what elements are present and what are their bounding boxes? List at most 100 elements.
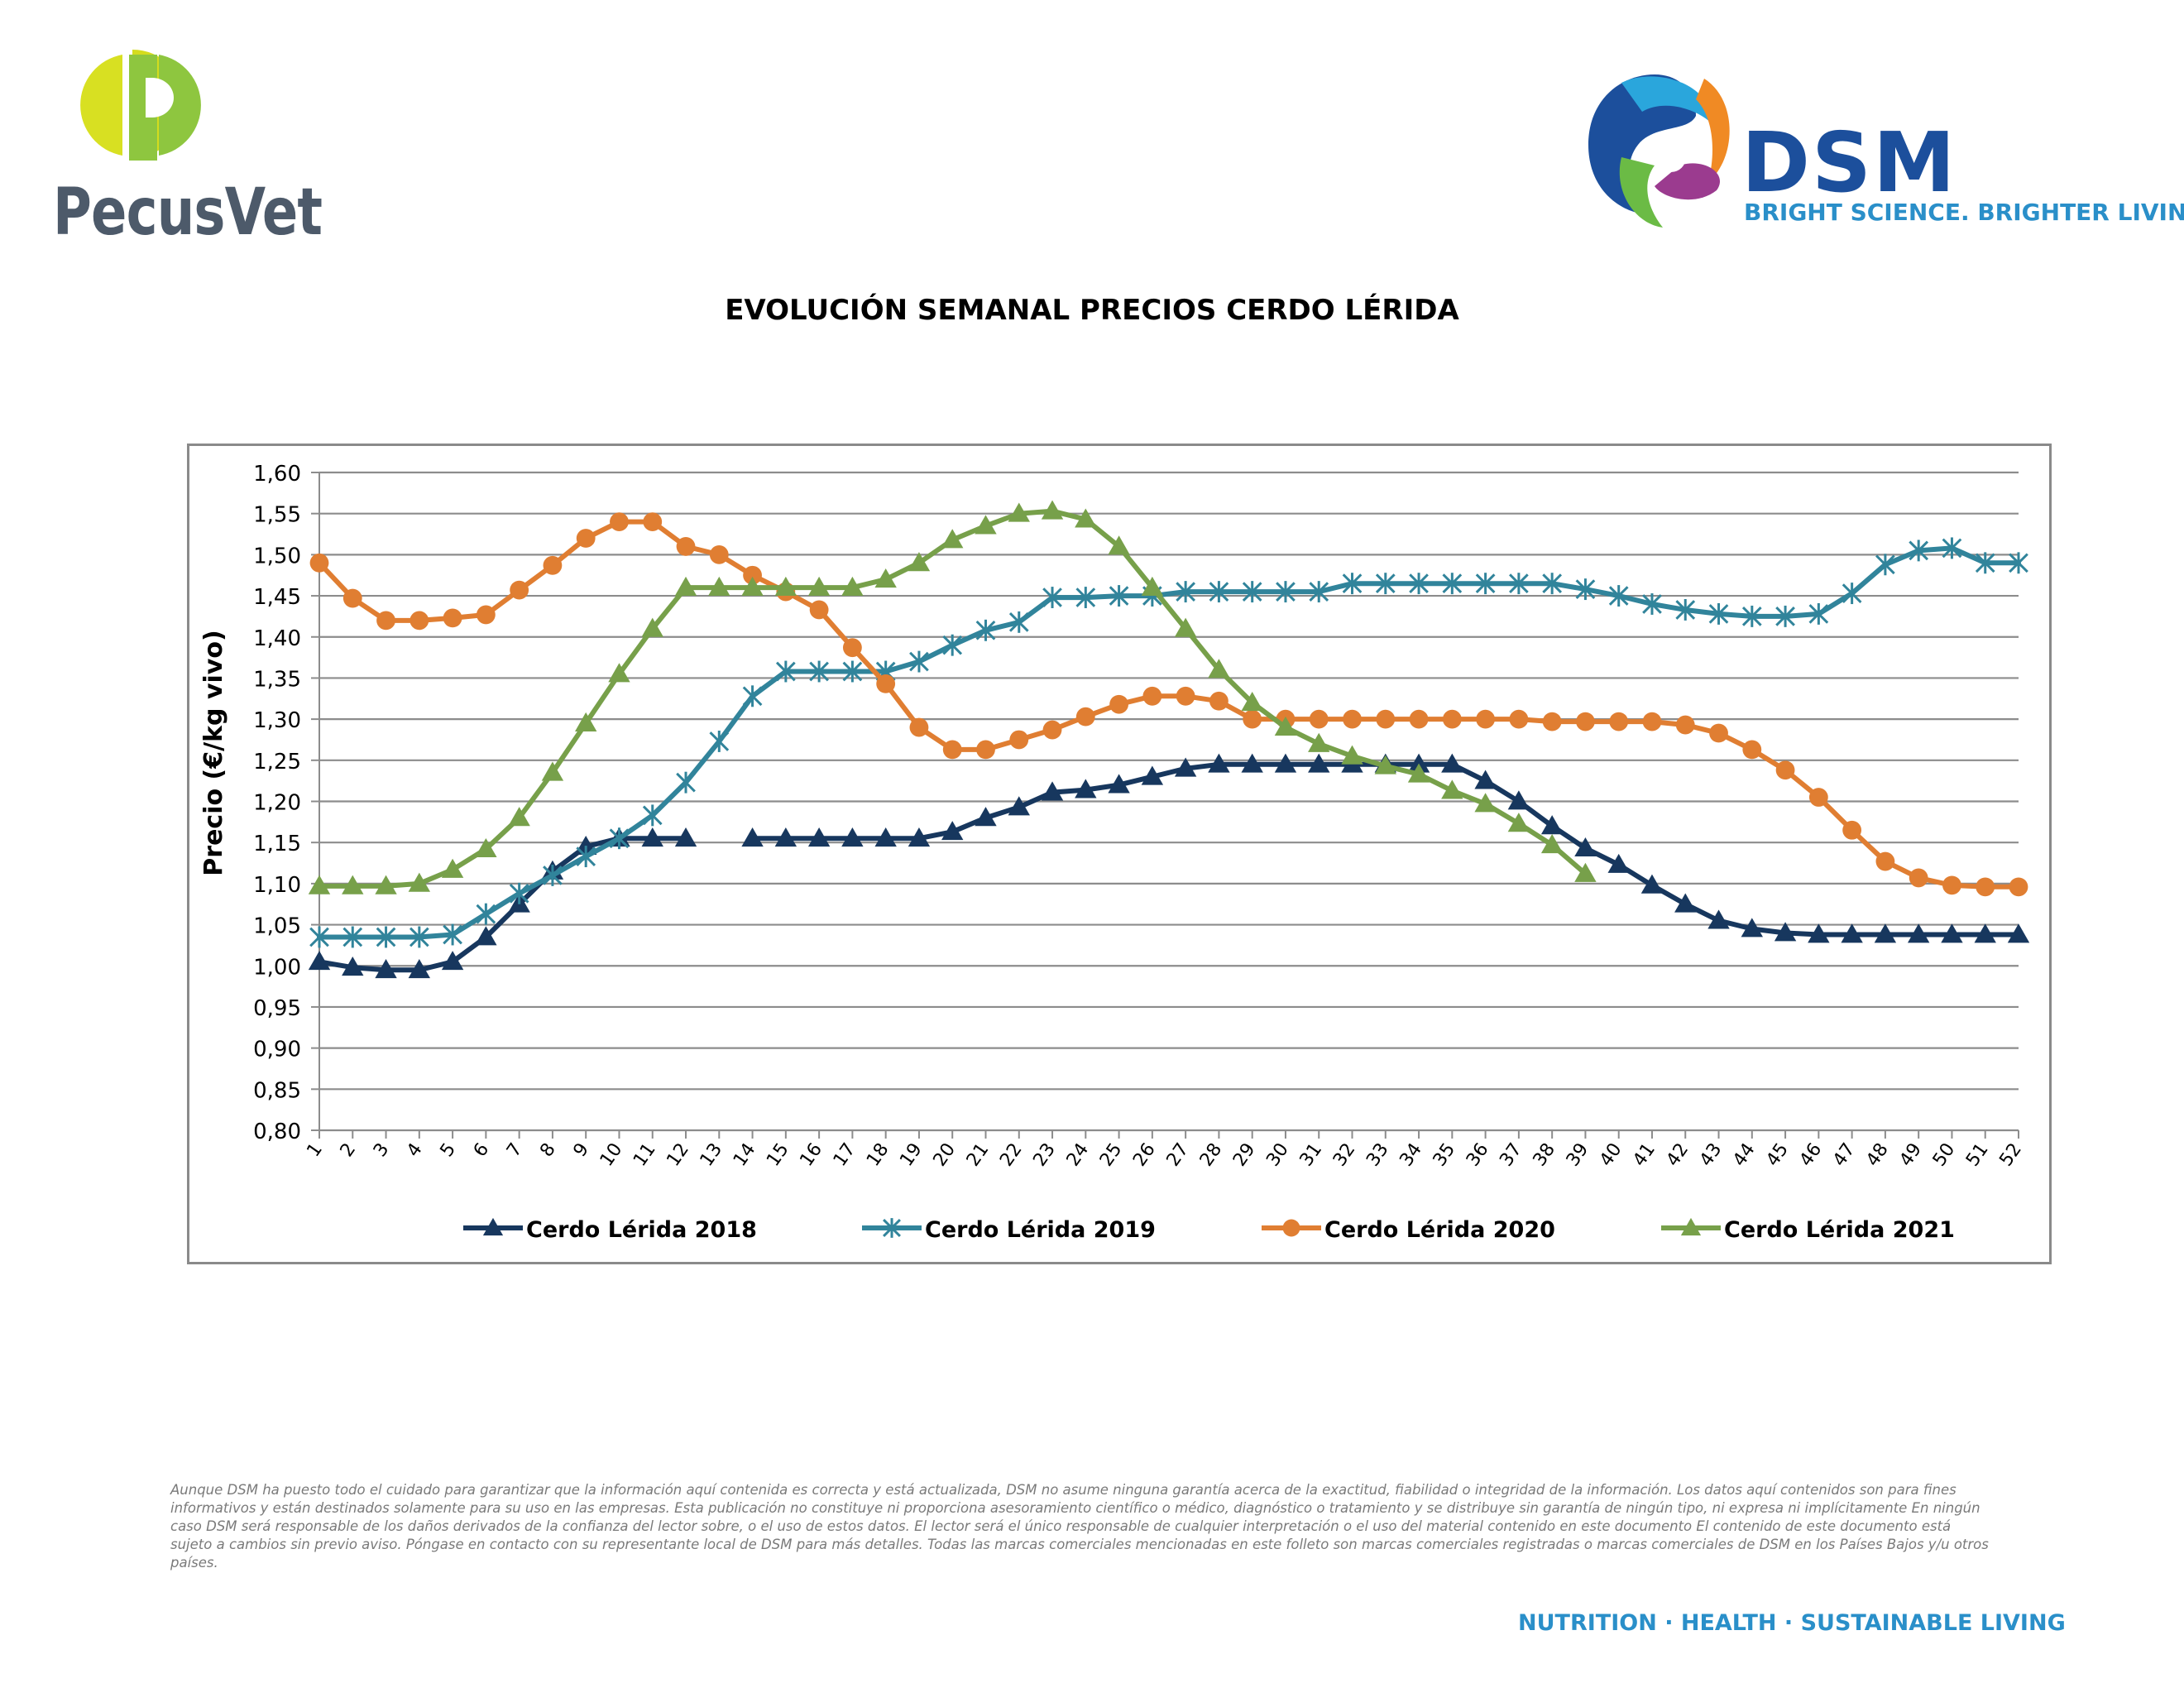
series-3 — [309, 512, 2028, 897]
x-tick-label: 38 — [1530, 1139, 1560, 1170]
data-point — [608, 663, 630, 683]
data-point — [342, 875, 364, 894]
data-point — [1374, 755, 1396, 774]
data-point — [309, 926, 329, 948]
y-tick-label: 1,05 — [253, 914, 301, 939]
data-point — [2007, 923, 2030, 943]
series-line — [317, 519, 2021, 890]
data-point — [1608, 585, 1629, 607]
x-tick-label: 30 — [1262, 1139, 1293, 1170]
x-tick-label: 1 — [303, 1139, 327, 1161]
data-point — [975, 515, 997, 535]
data-point — [1309, 709, 1329, 729]
data-point — [1109, 694, 1128, 714]
data-point — [1176, 581, 1195, 603]
data-point — [1174, 617, 1197, 637]
data-point — [1309, 581, 1329, 603]
x-tick-label: 29 — [1229, 1139, 1260, 1170]
data-point — [1874, 923, 1897, 943]
data-point — [443, 608, 462, 628]
data-point — [1174, 757, 1197, 777]
data-point — [1041, 500, 1064, 520]
data-point — [1282, 1219, 1300, 1237]
y-tick-label: 1,55 — [253, 503, 301, 528]
y-tick-label: 1,50 — [253, 544, 301, 568]
data-point — [1008, 611, 1029, 633]
data-point — [2009, 877, 2028, 897]
data-point — [1808, 788, 1828, 807]
data-point — [841, 576, 864, 597]
data-point — [643, 512, 663, 532]
x-tick-label: 47 — [1829, 1139, 1860, 1170]
x-tick-label: 41 — [1629, 1139, 1660, 1170]
series-layer — [308, 500, 2030, 979]
data-point — [883, 1218, 901, 1238]
x-tick-label: 6 — [470, 1139, 494, 1161]
x-tick-label: 48 — [1862, 1139, 1893, 1170]
legal-disclaimer: Aunque DSM ha puesto todo el cuidado par… — [170, 1482, 1989, 1571]
x-tick-label: 22 — [996, 1139, 1027, 1170]
y-tick-label: 0,80 — [253, 1120, 301, 1144]
data-point — [2009, 552, 2028, 574]
data-point — [874, 827, 897, 847]
data-point — [908, 552, 931, 572]
x-tick-label: 50 — [1929, 1139, 1960, 1170]
y-tick-label: 1,40 — [253, 626, 301, 651]
data-point — [1476, 709, 1496, 729]
data-point — [1842, 583, 1862, 605]
data-point — [676, 537, 696, 556]
x-tick-label: 20 — [930, 1139, 960, 1170]
x-tick-label: 14 — [730, 1139, 760, 1170]
data-point — [476, 903, 496, 925]
data-point — [1709, 723, 1728, 743]
data-point — [1442, 709, 1462, 729]
data-point — [1176, 686, 1195, 706]
data-point — [1243, 709, 1262, 729]
data-point — [1242, 581, 1262, 603]
x-tick-label: 27 — [1163, 1139, 1194, 1170]
x-tick-label: 16 — [796, 1139, 826, 1170]
data-point — [976, 740, 995, 760]
data-point — [441, 951, 464, 971]
legend-label: Cerdo Lérida 2020 — [1324, 1217, 1555, 1243]
data-point — [842, 638, 862, 658]
x-tick-label: 31 — [1296, 1139, 1327, 1170]
data-point — [342, 957, 364, 976]
data-point — [1675, 715, 1695, 735]
data-point — [1707, 909, 1730, 929]
dsm-tagline: BRIGHT SCIENCE. BRIGHTER LIVING. — [1744, 199, 2184, 226]
data-point — [308, 875, 331, 894]
x-tick-label: 42 — [1663, 1139, 1693, 1170]
data-point — [574, 712, 597, 731]
x-tick-label: 12 — [663, 1139, 693, 1170]
data-point — [742, 685, 763, 707]
data-point — [543, 864, 563, 886]
dsm-logo-text: DSM — [1741, 114, 1957, 211]
x-tick-label: 19 — [896, 1139, 927, 1170]
data-point — [308, 951, 331, 971]
x-tick-label: 11 — [630, 1139, 660, 1170]
data-point — [1142, 686, 1162, 706]
data-point — [1475, 573, 1496, 595]
data-point — [1542, 573, 1563, 595]
data-point — [1241, 692, 1263, 712]
data-point — [610, 512, 629, 532]
data-point — [942, 634, 963, 656]
data-point — [1909, 539, 1929, 562]
data-point — [774, 576, 797, 597]
x-tick-label: 52 — [1995, 1139, 2026, 1170]
x-tick-label: 51 — [1962, 1139, 1993, 1170]
x-tick-label: 45 — [1762, 1139, 1793, 1170]
data-point — [1274, 716, 1297, 736]
data-point — [375, 875, 397, 894]
data-point — [1576, 712, 1595, 731]
data-point — [1276, 581, 1296, 603]
data-point — [408, 959, 431, 979]
data-point — [807, 576, 831, 597]
data-point — [708, 576, 730, 597]
data-point — [1680, 1217, 1702, 1236]
data-point — [1441, 753, 1463, 773]
x-tick-label: 17 — [830, 1139, 860, 1170]
chart-title: EVOLUCIÓN SEMANAL PRECIOS CERDO LÉRIDA — [725, 294, 1459, 327]
data-point — [975, 619, 996, 641]
